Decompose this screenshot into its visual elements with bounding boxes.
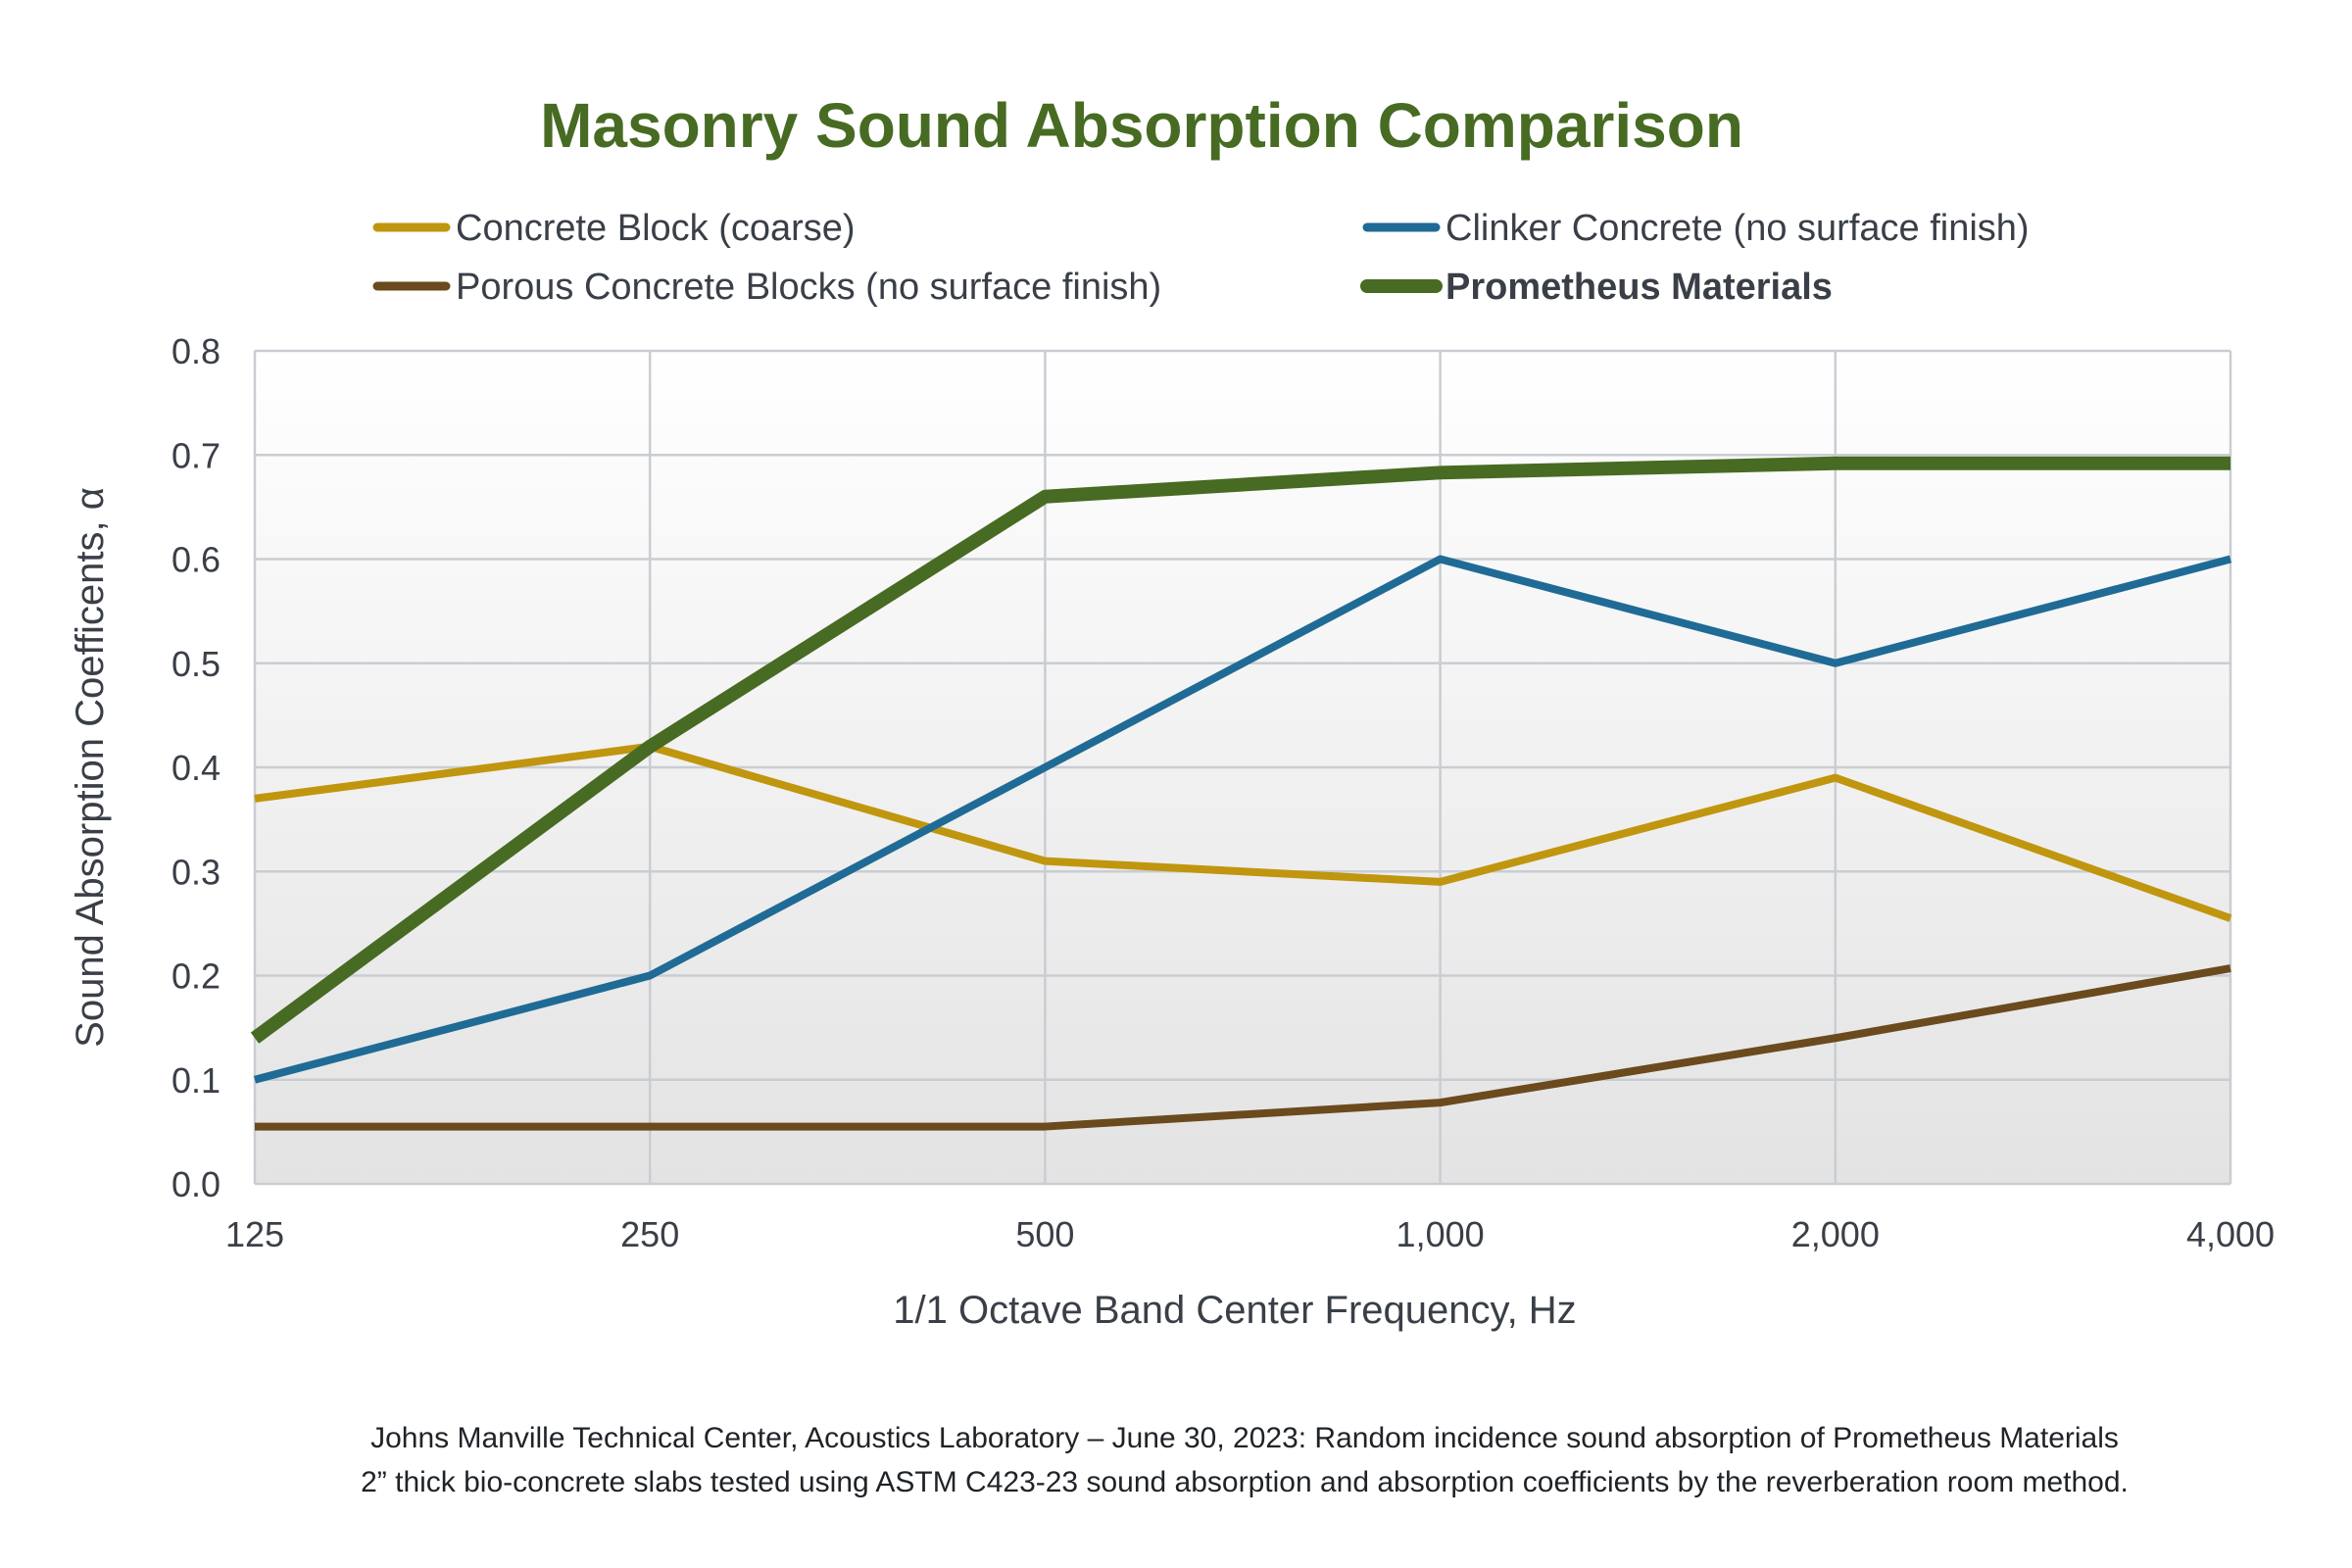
caption-line-1: Johns Manville Technical Center, Acousti…: [370, 1422, 2119, 1454]
y-tick-label: 0.6: [172, 540, 220, 580]
legend-label: Prometheus Materials: [1446, 267, 1833, 308]
legend-label: Clinker Concrete (no surface finish): [1446, 208, 2030, 249]
x-tick-label: 1,000: [1396, 1214, 1485, 1254]
legend-label: Porous Concrete Blocks (no surface finis…: [456, 267, 1161, 308]
caption-line-2: 2” thick bio-concrete slabs tested using…: [361, 1466, 2129, 1498]
y-tick-label: 0.3: [172, 852, 220, 892]
series-line-3: [255, 964, 2231, 1131]
y-tick-label: 0.2: [172, 956, 220, 997]
series-line-2: [253, 555, 2232, 1084]
x-tick-label: 500: [1015, 1214, 1074, 1254]
series-line-1: [254, 742, 2232, 922]
x-tick-label: 2,000: [1791, 1214, 1880, 1254]
chart-title: Masonry Sound Absorption Comparison: [540, 90, 1743, 161]
x-axis-title: 1/1 Octave Band Center Frequency, Hz: [893, 1289, 1576, 1332]
y-tick-label: 0.1: [172, 1060, 220, 1101]
y-tick-label: 0.0: [172, 1164, 220, 1204]
y-axis-title: Sound Absorption Coefficents, α: [69, 487, 112, 1048]
x-tick-label: 125: [225, 1214, 284, 1254]
y-tick-label: 0.8: [172, 331, 220, 371]
y-tick-label: 0.5: [172, 644, 220, 684]
legend-label: Concrete Block (coarse): [456, 208, 856, 249]
y-tick-label: 0.7: [172, 435, 220, 475]
x-tick-label: 4,000: [2186, 1214, 2275, 1254]
y-tick-label: 0.4: [172, 748, 220, 788]
x-tick-label: 250: [620, 1214, 679, 1254]
series-line-4: [250, 456, 2230, 1044]
